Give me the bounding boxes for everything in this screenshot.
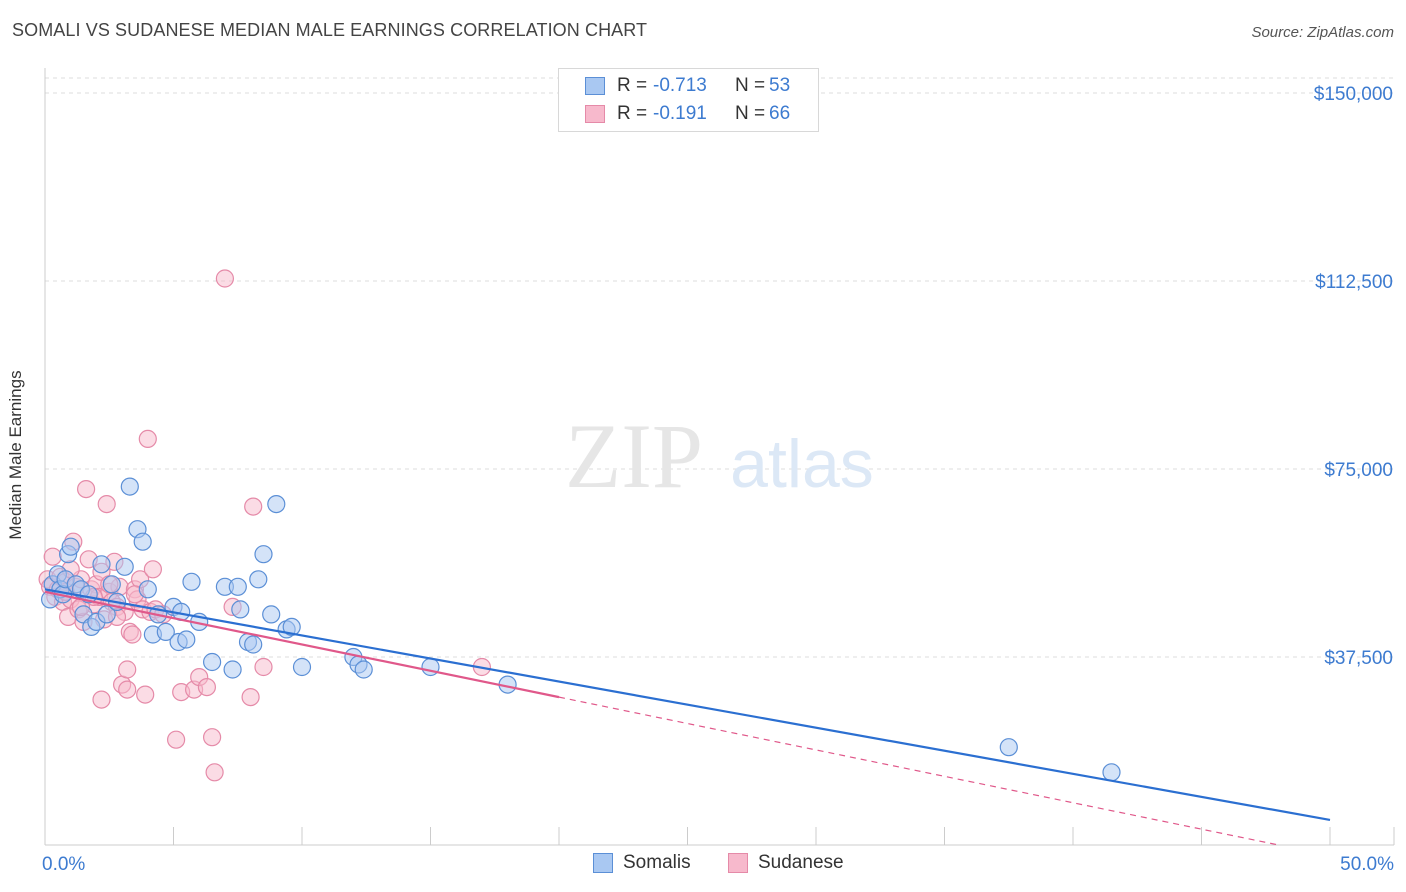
somalis-point — [97, 605, 116, 624]
legend-row-sudanese: R = -0.191 N = 66 — [585, 102, 790, 126]
legend-label-somalis: Somalis — [623, 852, 691, 873]
somalis-point — [282, 617, 301, 637]
somalis-point — [115, 557, 134, 576]
y-tick-label: $150,000 — [1314, 84, 1393, 105]
x-tick-label: 0.0% — [42, 854, 85, 875]
somalis-point — [999, 738, 1018, 757]
somalis-point — [138, 580, 157, 599]
sudanese-trend-line — [44, 590, 560, 699]
legend-n-label: N = — [735, 75, 766, 96]
somalis-point — [61, 537, 80, 556]
gridlines — [45, 77, 1394, 658]
source-label: Source: ZipAtlas.com — [1251, 24, 1394, 41]
legend-swatch-somalis — [593, 853, 613, 873]
legend-swatch-somalis — [585, 77, 605, 95]
somalis-point — [120, 477, 139, 496]
legend-n-value: 66 — [769, 103, 791, 124]
somalis-point — [1102, 763, 1121, 782]
somalis-point — [182, 572, 201, 591]
sudanese-point — [215, 269, 234, 288]
correlation-legend: R = -0.713 N = 53 R = -0.191 N = 66 — [558, 68, 819, 132]
somalis-point — [92, 555, 111, 574]
sudanese-point — [203, 728, 222, 747]
somalis-point — [244, 635, 263, 654]
legend-r-label: R = — [617, 75, 648, 96]
sudanese-point — [244, 497, 263, 516]
axes — [44, 68, 1395, 846]
sudanese-point — [241, 687, 260, 707]
somalis-point — [228, 577, 247, 596]
somalis-point — [267, 495, 286, 514]
x-tick-labels: 0.0% 50.0% — [42, 854, 1394, 875]
series-legend: Somalis Sudanese — [0, 852, 1406, 876]
sudanese-point — [97, 495, 116, 514]
legend-row-somalis: R = -0.713 N = 53 — [585, 74, 790, 98]
somalis-point — [254, 545, 273, 564]
legend-label-sudanese: Sudanese — [758, 852, 844, 873]
legend-r-label: R = — [617, 103, 648, 124]
legend-swatch-sudanese — [585, 105, 605, 123]
watermark: ZIP atlas — [565, 405, 874, 507]
y-tick-label: $37,500 — [1324, 648, 1393, 669]
sudanese-point — [118, 660, 137, 679]
sudanese-trend-extension — [558, 696, 1279, 846]
sudanese-point — [76, 480, 96, 499]
somalis-point — [133, 532, 152, 551]
sudanese-point — [43, 547, 62, 566]
watermark-zip: ZIP — [565, 405, 703, 507]
legend-item-somalis[interactable]: Somalis — [593, 852, 691, 874]
sudanese-point — [167, 730, 186, 749]
legend-n-label: N = — [735, 103, 766, 124]
somalis-point — [177, 630, 196, 649]
somalis-trend-line — [44, 588, 1331, 822]
sudanese-point — [118, 680, 137, 699]
somalis-point — [231, 600, 250, 619]
legend-swatch-sudanese — [728, 853, 748, 873]
somalis-point — [203, 652, 222, 672]
sudanese-point — [205, 763, 224, 782]
chart-title: SOMALI VS SUDANESE MEDIAN MALE EARNINGS … — [12, 20, 648, 40]
sudanese-point — [92, 690, 111, 709]
sudanese-point — [197, 677, 216, 697]
somalis-point — [102, 575, 121, 594]
somalis-point — [249, 570, 268, 589]
watermark-atlas: atlas — [730, 426, 874, 502]
somalis-point — [156, 622, 175, 642]
sudanese-points — [38, 269, 491, 782]
legend-r-value: -0.713 — [653, 75, 707, 96]
legend-r-value: -0.191 — [653, 103, 707, 124]
trend-lines — [44, 588, 1331, 846]
y-tick-label: $112,500 — [1315, 272, 1393, 293]
legend-n-value: 53 — [769, 75, 791, 96]
somalis-point — [262, 605, 281, 624]
somalis-point — [223, 660, 242, 679]
y-tick-label: $75,000 — [1324, 460, 1393, 481]
legend-item-sudanese[interactable]: Sudanese — [728, 852, 844, 874]
sudanese-point — [254, 657, 273, 677]
sudanese-point — [123, 625, 142, 644]
y-tick-labels: $37,500 $75,000 $112,500 $150,000 — [1314, 84, 1393, 669]
sudanese-point — [138, 429, 157, 448]
x-tick-label: 50.0% — [1340, 854, 1394, 875]
somalis-point — [354, 660, 373, 679]
sudanese-point — [136, 685, 155, 704]
somalis-points — [40, 477, 1121, 782]
somalis-point — [292, 657, 312, 677]
sudanese-point — [143, 560, 162, 579]
